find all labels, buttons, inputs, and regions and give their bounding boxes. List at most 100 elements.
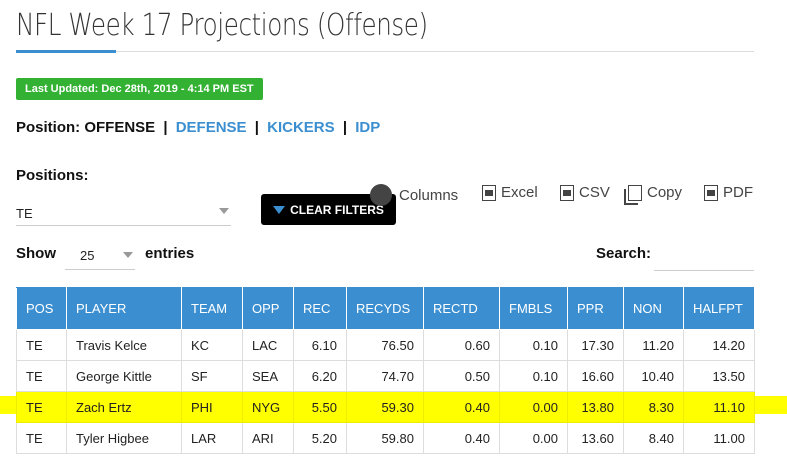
- columns-label: Columns: [399, 186, 459, 204]
- cell-rec: 5.20: [293, 422, 347, 454]
- cell-player: George Kittle: [66, 360, 182, 392]
- columns-button[interactable]: Columns: [370, 184, 458, 206]
- column-header-rectd[interactable]: RECTD: [423, 287, 500, 330]
- position-nav: Position: OFFENSE | DEFENSE | KICKERS | …: [16, 119, 380, 136]
- cell-opp: SEA: [242, 360, 294, 392]
- cell-fmbls: 0.00: [499, 391, 568, 423]
- column-header-ppr[interactable]: PPR: [567, 287, 624, 330]
- title-divider: [16, 51, 754, 52]
- cell-non: 8.40: [623, 422, 684, 454]
- cell-rectd: 0.40: [423, 391, 500, 423]
- cell-player: Travis Kelce: [66, 329, 182, 361]
- show-label: Show: [16, 245, 56, 262]
- cell-non: 11.20: [623, 329, 684, 361]
- columns-icon: [370, 184, 392, 206]
- cell-rec: 6.20: [293, 360, 347, 392]
- excel-button[interactable]: Excel: [482, 184, 538, 201]
- cell-recyds: 74.70: [346, 360, 424, 392]
- positions-select-value: TE: [16, 206, 33, 221]
- cell-fmbls: 0.10: [499, 360, 568, 392]
- table-row: TE Tyler Higbee LAR ARI 5.20 59.80 0.40 …: [16, 422, 755, 454]
- cell-recyds: 76.50: [346, 329, 424, 361]
- cell-rec: 5.50: [293, 391, 347, 423]
- cell-team: KC: [181, 329, 243, 361]
- cell-opp: LAC: [242, 329, 294, 361]
- position-link-kickers[interactable]: KICKERS: [267, 119, 335, 136]
- excel-label: Excel: [501, 184, 538, 201]
- nav-separator: |: [342, 119, 348, 136]
- cell-team: LAR: [181, 422, 243, 454]
- column-header-recyds[interactable]: RECYDS: [346, 287, 424, 330]
- position-link-defense[interactable]: DEFENSE: [175, 119, 247, 136]
- positions-label: Positions:: [16, 167, 89, 184]
- clear-filters-label: CLEAR FILTERS: [290, 202, 384, 217]
- pdf-label: PDF: [723, 184, 753, 201]
- column-header-team[interactable]: TEAM: [181, 287, 243, 330]
- cell-pos: TE: [16, 422, 67, 454]
- last-updated-badge: Last Updated: Dec 28th, 2019 - 4:14 PM E…: [16, 78, 263, 100]
- table-row: TE George Kittle SF SEA 6.20 74.70 0.50 …: [16, 360, 755, 392]
- cell-halfpt: 11.10: [683, 391, 755, 423]
- cell-team: SF: [181, 360, 243, 392]
- title-accent-bar: [16, 50, 116, 53]
- excel-icon: [482, 184, 496, 201]
- cell-pos: TE: [16, 360, 67, 392]
- column-header-pos[interactable]: POS: [16, 287, 67, 330]
- cell-halfpt: 14.20: [683, 329, 755, 361]
- cell-pos: TE: [16, 329, 67, 361]
- cell-recyds: 59.80: [346, 422, 424, 454]
- cell-ppr: 16.60: [567, 360, 624, 392]
- table-header-row: POS PLAYER TEAM OPP REC RECYDS RECTD FMB…: [16, 287, 755, 330]
- cell-rectd: 0.40: [423, 422, 500, 454]
- cell-halfpt: 11.00: [683, 422, 755, 454]
- cell-rec: 6.10: [293, 329, 347, 361]
- cell-rectd: 0.50: [423, 360, 500, 392]
- csv-button[interactable]: CSV: [560, 184, 610, 201]
- column-header-rec[interactable]: REC: [293, 287, 347, 330]
- filter-icon: [273, 205, 286, 214]
- column-header-player[interactable]: PLAYER: [66, 287, 182, 330]
- positions-select[interactable]: TE: [16, 198, 231, 226]
- cell-player: Zach Ertz: [66, 391, 182, 423]
- pdf-icon: [704, 184, 718, 201]
- cell-rectd: 0.60: [423, 329, 500, 361]
- page-title: NFL Week 17 Projections (Offense): [16, 8, 428, 43]
- csv-icon: [560, 184, 574, 201]
- cell-ppr: 13.80: [567, 391, 624, 423]
- copy-icon: [628, 184, 642, 201]
- cell-pos: TE: [16, 391, 67, 423]
- cell-non: 8.30: [623, 391, 684, 423]
- table-row-highlighted: TE Zach Ertz PHI NYG 5.50 59.30 0.40 0.0…: [16, 391, 755, 423]
- cell-recyds: 59.30: [346, 391, 424, 423]
- csv-label: CSV: [579, 184, 610, 201]
- search-label: Search:: [596, 245, 652, 262]
- nav-separator: |: [163, 119, 168, 136]
- position-link-idp[interactable]: IDP: [355, 119, 381, 136]
- cell-player: Tyler Higbee: [66, 422, 182, 454]
- cell-halfpt: 13.50: [683, 360, 755, 392]
- projections-table: POS PLAYER TEAM OPP REC RECYDS RECTD FMB…: [16, 287, 755, 454]
- pdf-button[interactable]: PDF: [704, 184, 753, 201]
- search-input[interactable]: [654, 240, 754, 271]
- entries-label: entries: [145, 245, 195, 262]
- chevron-down-icon: [123, 252, 133, 258]
- column-header-opp[interactable]: OPP: [242, 287, 294, 330]
- entries-select[interactable]: 25: [65, 240, 135, 270]
- copy-button[interactable]: Copy: [628, 184, 682, 201]
- column-header-fmbls[interactable]: FMBLS: [499, 287, 568, 330]
- cell-ppr: 13.60: [567, 422, 624, 454]
- cell-opp: NYG: [242, 391, 294, 423]
- chevron-down-icon: [219, 208, 229, 214]
- copy-label: Copy: [647, 184, 683, 201]
- cell-ppr: 17.30: [567, 329, 624, 361]
- cell-team: PHI: [181, 391, 243, 423]
- cell-fmbls: 0.00: [499, 422, 568, 454]
- column-header-non[interactable]: NON: [623, 287, 684, 330]
- cell-non: 10.40: [623, 360, 684, 392]
- cell-fmbls: 0.10: [499, 329, 568, 361]
- entries-select-value: 25: [80, 248, 95, 263]
- nav-separator: |: [254, 119, 259, 136]
- column-header-halfpt[interactable]: HALFPT: [683, 287, 755, 330]
- cell-opp: ARI: [242, 422, 294, 454]
- position-current: Position: OFFENSE: [16, 119, 156, 136]
